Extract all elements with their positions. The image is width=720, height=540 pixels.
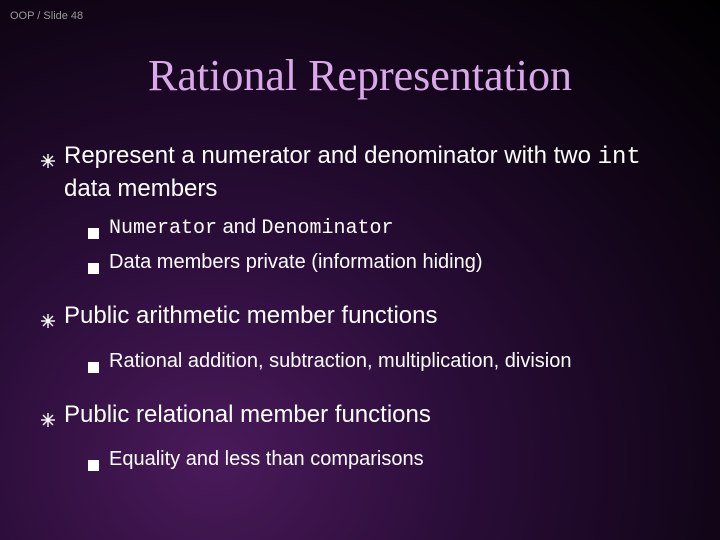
bullet-text: Represent a numerator and denominator wi… <box>64 140 690 204</box>
bullet-level1: Public arithmetic member functions <box>40 300 690 337</box>
bullet-level2: Data members private (information hiding… <box>88 249 690 282</box>
bullet-text: Equality and less than comparisons <box>109 446 424 473</box>
bullet-text: Numerator and Denominator <box>109 214 394 242</box>
square-icon <box>88 255 99 282</box>
bullet-text: Public arithmetic member functions <box>64 300 437 331</box>
slide-title: Rational Representation <box>0 50 720 101</box>
bullet-text: Rational addition, subtraction, multipli… <box>109 348 571 375</box>
bullet-level1: Represent a numerator and denominator wi… <box>40 140 690 204</box>
bullet-level2: Rational addition, subtraction, multipli… <box>88 348 690 381</box>
slide-content: Represent a numerator and denominator wi… <box>40 140 690 481</box>
bullet-level1: Public relational member functions <box>40 399 690 436</box>
square-icon <box>88 220 99 247</box>
square-icon <box>88 452 99 479</box>
asterisk-icon <box>40 146 56 177</box>
bullet-level2: Numerator and Denominator <box>88 214 690 247</box>
asterisk-icon <box>40 306 56 337</box>
bullet-text: Public relational member functions <box>64 399 431 430</box>
square-icon <box>88 354 99 381</box>
bullet-level2: Equality and less than comparisons <box>88 446 690 479</box>
slide: OOP / Slide 48 Rational Representation R… <box>0 0 720 540</box>
asterisk-icon <box>40 405 56 436</box>
bullet-text: Data members private (information hiding… <box>109 249 483 276</box>
slide-header: OOP / Slide 48 <box>10 10 83 22</box>
